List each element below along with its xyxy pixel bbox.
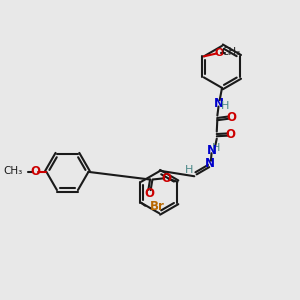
Text: N: N: [206, 144, 217, 158]
Text: CH₃: CH₃: [3, 166, 22, 176]
Text: H: H: [185, 164, 193, 175]
Text: O: O: [214, 49, 224, 58]
Text: Br: Br: [150, 200, 165, 213]
Text: H: H: [212, 143, 220, 153]
Text: O: O: [226, 128, 236, 141]
Text: O: O: [161, 172, 171, 185]
Text: O: O: [226, 111, 236, 124]
Text: N: N: [214, 97, 224, 110]
Text: CH₃: CH₃: [222, 47, 241, 57]
Text: N: N: [205, 157, 215, 170]
Text: H: H: [221, 101, 229, 111]
Text: O: O: [30, 165, 40, 178]
Text: O: O: [144, 187, 154, 200]
